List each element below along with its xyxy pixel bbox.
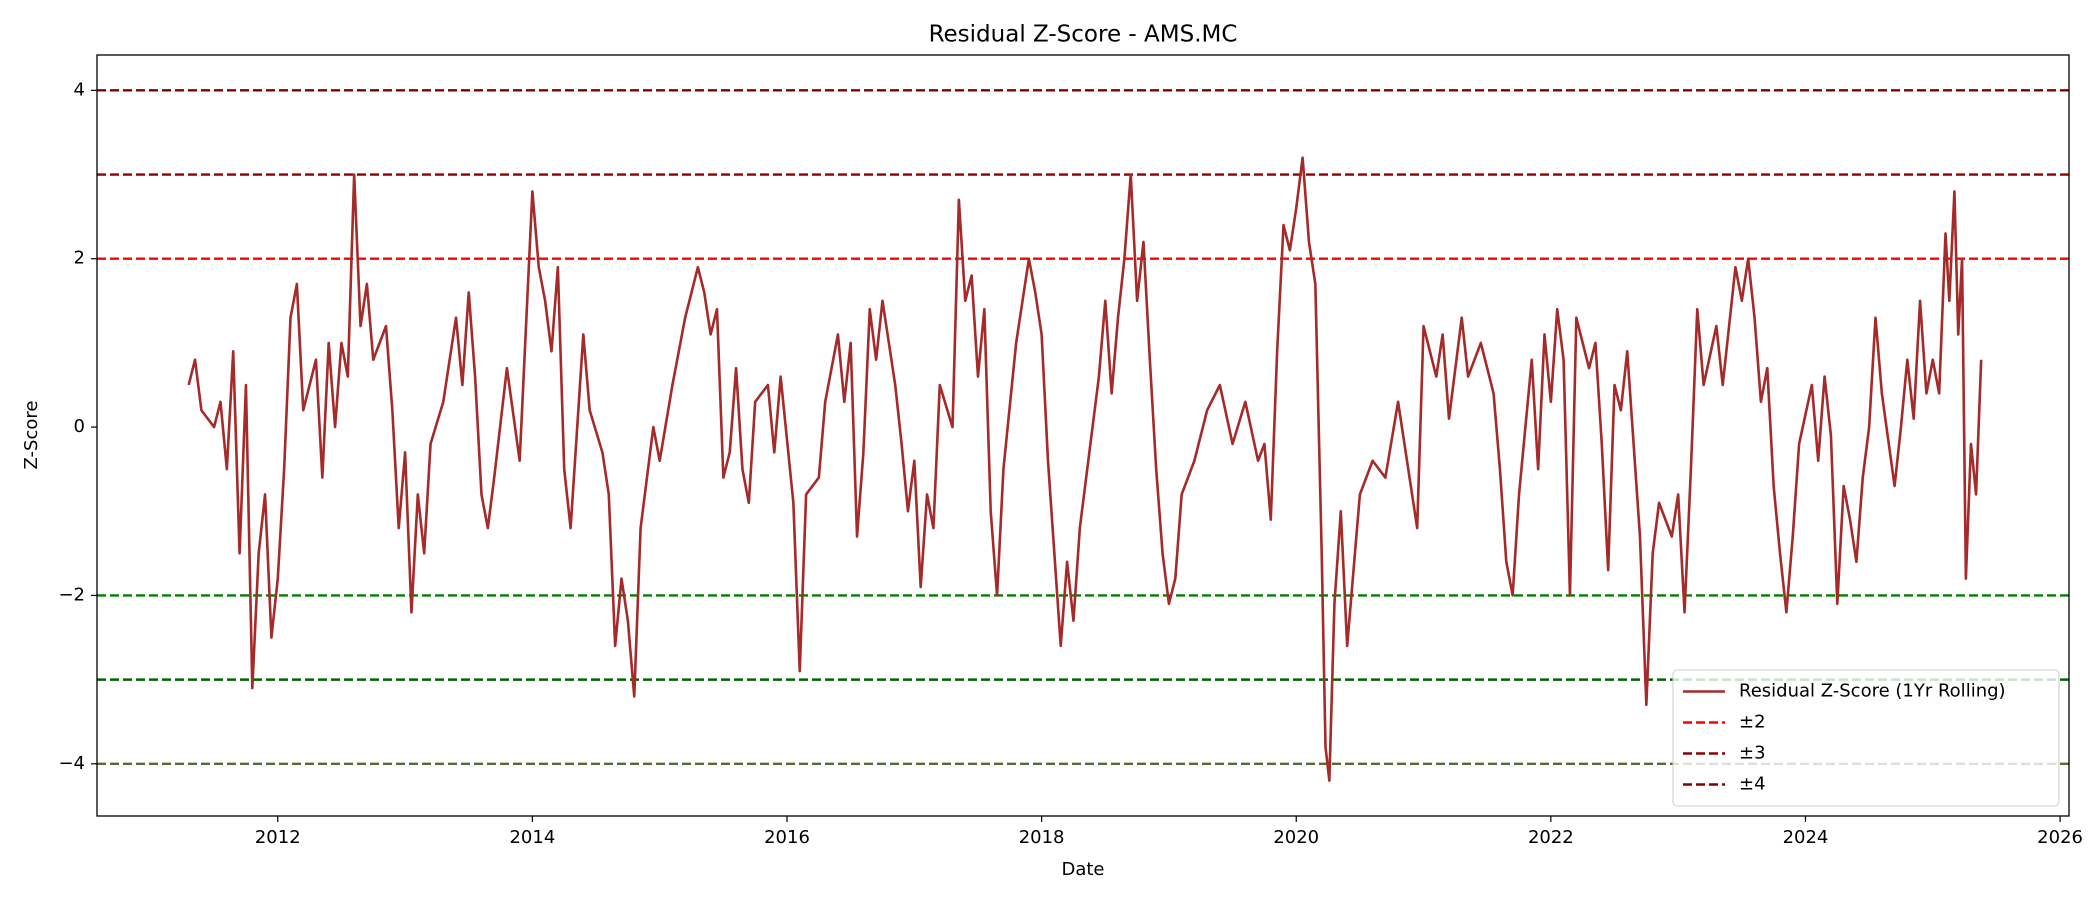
x-tick-label: 2026: [2037, 827, 2083, 848]
legend-label: ±3: [1739, 743, 1766, 764]
y-axis-label: Z-Score: [21, 401, 42, 470]
chart-title: Residual Z-Score - AMS.MC: [929, 22, 1238, 48]
data-line: [187, 156, 1983, 782]
y-tick-label: 2: [74, 248, 85, 269]
x-tick-label: 2014: [509, 827, 555, 848]
x-tick-label: 2022: [1528, 827, 1574, 848]
legend-label: ±2: [1739, 712, 1766, 733]
x-tick-label: 2016: [764, 827, 810, 848]
x-tick-label: 2020: [1273, 827, 1319, 848]
legend-label: Residual Z-Score (1Yr Rolling): [1739, 681, 2006, 702]
x-tick-label: 2024: [1783, 827, 1829, 848]
plot-frame: [96, 54, 2070, 817]
x-tick-label: 2012: [255, 827, 301, 848]
legend-label: ±4: [1739, 774, 1766, 795]
y-tick-label: −2: [58, 584, 85, 605]
y-tick-label: 4: [74, 79, 85, 100]
legend-box: [1672, 669, 2060, 807]
legend: Residual Z-Score (1Yr Rolling) ±2 ±3 ±4: [1672, 669, 2060, 807]
x-axis-label: Date: [1061, 859, 1104, 880]
y-tick-label: −4: [58, 753, 85, 774]
y-tick-label: 0: [74, 416, 85, 437]
x-tick-label: 2018: [1019, 827, 1065, 848]
